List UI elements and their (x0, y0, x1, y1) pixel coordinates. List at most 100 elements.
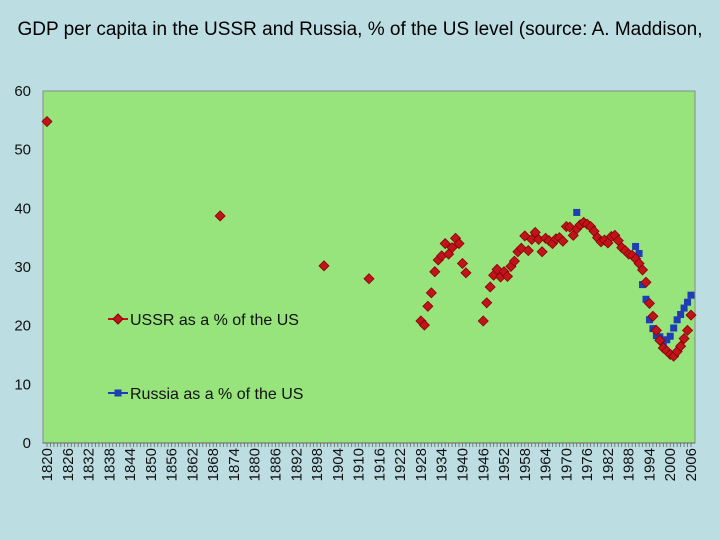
ussr-point (681, 324, 694, 336)
legend-marker-russia (114, 389, 122, 397)
x-tick-label: 1994 (641, 448, 658, 481)
y-tick-label: 10 (14, 376, 31, 393)
ussr-point (41, 115, 53, 128)
ussr-point (675, 340, 687, 352)
x-tick-label: 2006 (683, 448, 700, 481)
legend-label-russia: Russia as a % of the US (130, 386, 303, 403)
ussr-point (685, 309, 697, 321)
x-tick-label: 1886 (268, 448, 285, 481)
ussr-point (557, 235, 569, 247)
x-tick-label: 1820 (39, 448, 56, 481)
x-tick-label: 1904 (330, 448, 347, 481)
series-layer (41, 115, 697, 362)
x-tick-label: 1958 (517, 448, 534, 481)
x-tick-label: 1880 (247, 448, 264, 481)
y-tick-label: 40 (14, 200, 31, 217)
legend-item-russia: Russia as a % of the US (108, 386, 303, 403)
x-tick-label: 1976 (579, 448, 596, 481)
x-axis: 1820 1826 1832 1838 1844 1850 1856 1862 1868 1874… (39, 442, 700, 481)
russia-point (684, 298, 692, 306)
ussr-point (481, 297, 493, 309)
russia-point (673, 316, 681, 324)
x-tick-label: 1874 (226, 448, 243, 481)
ussr-point (460, 267, 472, 279)
x-tick-label: 1940 (454, 448, 471, 481)
x-tick-label: 1910 (351, 448, 368, 481)
y-axis: 0 10 20 30 40 50 60 (14, 83, 31, 452)
x-tick-label: 1838 (101, 448, 118, 481)
legend-marker-ussr (112, 313, 124, 325)
x-tick-label: 1964 (538, 448, 555, 481)
x-tick-label: 1850 (143, 448, 160, 481)
x-tick-label: 1916 (371, 448, 388, 481)
x-tick-label: 1970 (558, 448, 575, 481)
ussr-point (418, 319, 430, 331)
ussr-point (363, 273, 375, 285)
x-tick-label: 1832 (81, 448, 98, 481)
russia-point (670, 324, 678, 332)
ussr-point (453, 237, 465, 250)
x-tick-label: 1946 (475, 448, 492, 481)
ussr-point (647, 310, 659, 322)
x-tick-label: 2000 (662, 448, 679, 481)
ussr-point (536, 246, 548, 258)
ussr-point (456, 257, 469, 270)
x-tick-label: 1898 (309, 448, 326, 481)
x-tick-label: 1892 (288, 448, 305, 481)
x-tick-label: 1982 (600, 448, 617, 481)
x-tick-label: 1934 (434, 448, 451, 481)
ussr-point (318, 260, 330, 272)
ussr-point (515, 242, 527, 254)
x-tick-label: 1952 (496, 448, 513, 481)
x-tick-label: 1856 (164, 448, 181, 481)
y-tick-label: 20 (14, 318, 31, 335)
russia-point (642, 295, 650, 303)
ussr-point (564, 221, 576, 233)
x-tick-label: 1868 (205, 448, 222, 481)
y-tick-label: 30 (14, 259, 31, 276)
series-ussr (41, 115, 697, 362)
legend-item-ussr: USSR as a % of the US (108, 312, 299, 329)
plot-area (42, 90, 696, 444)
ussr-point (636, 264, 649, 276)
x-tick-label: 1844 (122, 448, 139, 481)
ussr-point (484, 281, 496, 293)
ussr-point (678, 333, 690, 345)
ussr-point (491, 263, 503, 275)
russia-point (687, 291, 695, 299)
ussr-point (439, 237, 451, 250)
russia-point (680, 304, 688, 312)
ussr-point (654, 334, 666, 346)
russia-point (666, 332, 674, 340)
x-tick-label: 1988 (621, 448, 638, 481)
ussr-point (422, 300, 434, 312)
russia-point (663, 336, 671, 344)
y-tick-label: 60 (14, 83, 31, 100)
ussr-point (640, 276, 652, 288)
x-tick-label: 1826 (60, 448, 77, 481)
chart-title: GDP per capita in the USSR and Russia, %… (17, 19, 703, 40)
x-tick-label: 1922 (392, 448, 409, 481)
ussr-point (425, 287, 437, 299)
russia-point (677, 311, 685, 319)
russia-point (639, 281, 647, 289)
russia-point (573, 208, 581, 216)
y-tick-label: 50 (14, 142, 31, 159)
ussr-point (501, 270, 514, 282)
russia-point (645, 316, 653, 324)
ussr-point (508, 255, 520, 267)
ussr-point (643, 297, 656, 309)
russia-point (635, 250, 643, 258)
x-tick-label: 1928 (413, 448, 430, 481)
russia-point (632, 242, 640, 250)
ussr-point (477, 315, 489, 327)
ussr-point (650, 324, 662, 336)
ussr-point (446, 242, 458, 254)
y-tick-label: 0 (23, 435, 31, 452)
x-tick-label: 1862 (184, 448, 201, 481)
ussr-point (522, 245, 534, 257)
ussr-point (429, 266, 441, 278)
legend: USSR as a % of the US Russia as a % of t… (108, 312, 303, 403)
ussr-point (214, 210, 226, 222)
